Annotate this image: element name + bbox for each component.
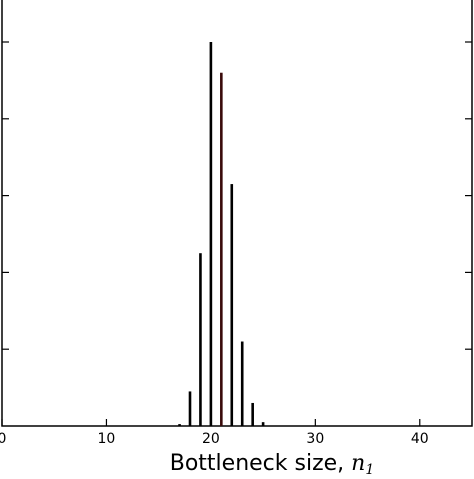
x-axis-tick-labels: 0 10 20 30 40 — [0, 431, 429, 447]
bar-0-17 — [178, 424, 181, 426]
x-axis-label: Bottleneck size, n1 — [170, 451, 375, 474]
x-tick-label-4: 40 — [411, 431, 429, 447]
x-axis-label-text: Bottleneck size, — [170, 451, 351, 474]
bar-0-23 — [240, 341, 244, 426]
x-axis-label-math: n — [351, 451, 365, 474]
bar-0-18 — [188, 391, 192, 426]
x-tick-label-3: 30 — [306, 431, 324, 447]
bar-0-19 — [199, 253, 202, 426]
bars — [178, 42, 265, 426]
bar-1-21 — [220, 72, 223, 426]
bar-0-25 — [261, 422, 265, 426]
bar-0-22 — [230, 184, 234, 426]
x-tick-label-1: 10 — [98, 431, 116, 447]
x-axis-label-subscript: 1 — [365, 462, 374, 474]
y-axis-ticks — [2, 41, 472, 350]
bar-0-24 — [251, 402, 254, 426]
x-tick-label-0: 0 — [0, 431, 6, 447]
bar-0-20 — [209, 42, 213, 426]
x-tick-label-2: 20 — [202, 431, 220, 447]
plot-area — [1, 0, 473, 427]
